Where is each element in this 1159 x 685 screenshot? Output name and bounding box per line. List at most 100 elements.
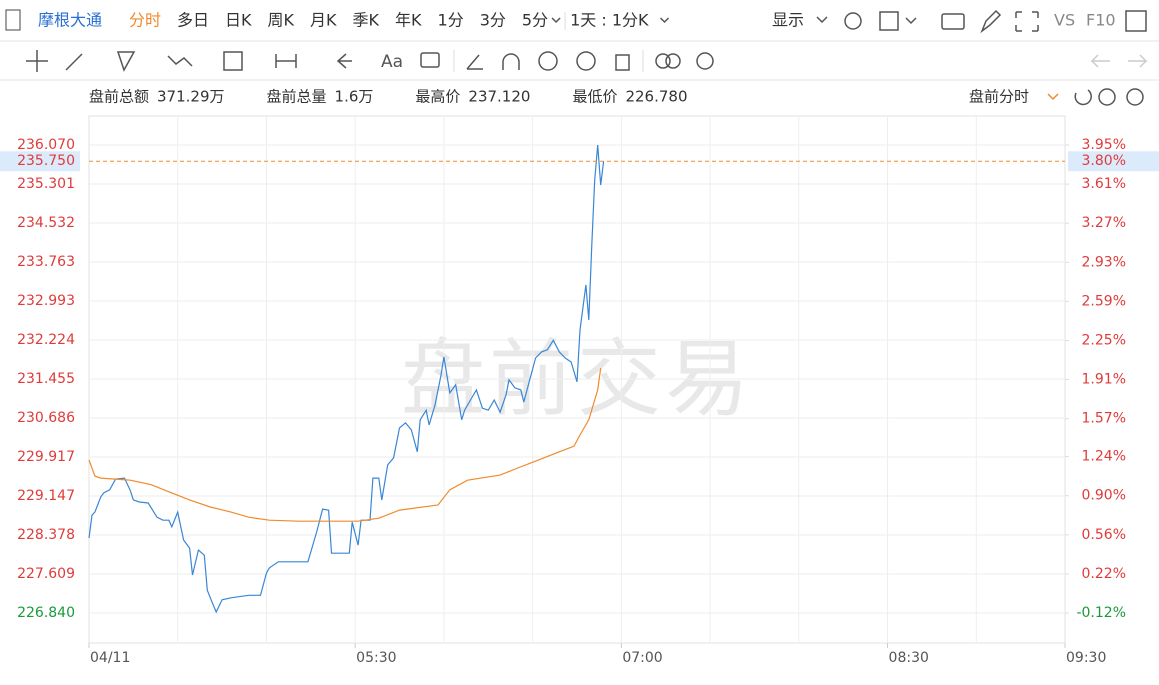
period-tab[interactable]: 周K	[268, 11, 295, 30]
y-tick-label: 227.609	[17, 566, 75, 582]
drawing-tools: Aa	[26, 50, 1148, 72]
mode-menu[interactable]: 盘前分时	[969, 88, 1029, 106]
text-tool[interactable]: Aa	[381, 52, 403, 72]
info-value: 237.120	[468, 88, 530, 106]
y-tick-label: 232.993	[17, 293, 75, 309]
reset-icon[interactable]	[1074, 89, 1092, 106]
y2-tick-label: 2.59%	[1082, 293, 1126, 309]
y2-tick-label: 3.27%	[1082, 215, 1126, 231]
f10-button[interactable]: F10	[1086, 11, 1116, 30]
info-bar: 盘前总额 371.29万 盘前总量 1.6万 最高价 237.120 最低价 226.780	[89, 88, 687, 106]
y2-tick-label: 1.91%	[1082, 372, 1126, 388]
price-line	[88, 144, 605, 614]
y-tick-label: 228.378	[17, 527, 75, 543]
period-tab[interactable]: 1分	[438, 11, 464, 30]
settings-icon[interactable]	[696, 52, 714, 70]
y2-tick-label: 0.56%	[1082, 527, 1126, 543]
period-tab[interactable]: 多日	[177, 11, 209, 30]
y-tick-label: 229.917	[17, 449, 75, 465]
settings-icon[interactable]	[844, 12, 862, 30]
period-tab[interactable]: 1天 : 1分K	[570, 11, 649, 30]
y2-tick-label: 3.61%	[1082, 176, 1126, 192]
wave-tool[interactable]	[167, 55, 193, 67]
shape-tool[interactable]	[116, 51, 136, 72]
display-menu[interactable]: 显示	[772, 11, 804, 30]
info-label: 盘前总量	[267, 88, 327, 106]
period-tab[interactable]: 3分	[480, 11, 506, 30]
y-tick-label: 229.147	[17, 488, 75, 504]
last-price-label: 235.750	[17, 153, 75, 169]
camera-icon[interactable]	[941, 13, 965, 30]
line-tool[interactable]	[65, 53, 83, 71]
x-tick-label: 08:30	[889, 650, 929, 666]
note-tool[interactable]	[420, 52, 440, 68]
plot: 236.070 235.301 234.532 233.763 232.993 232.2…	[0, 116, 1159, 666]
x-tick-label: 09:30	[1066, 650, 1106, 666]
y2-tick-label: 0.90%	[1082, 488, 1126, 504]
compare-icon[interactable]	[665, 53, 681, 69]
period-tab[interactable]: 季K	[353, 11, 380, 30]
last-pct-label: 3.80%	[1082, 153, 1126, 169]
y-tick-label: 235.301	[17, 176, 75, 192]
box-icon[interactable]	[879, 11, 899, 31]
zoom-in[interactable]	[1126, 88, 1144, 106]
y-tick-label: 230.686	[17, 410, 75, 426]
x-tick-label: 05:30	[356, 650, 396, 666]
y2-tick-label: 2.25%	[1082, 332, 1126, 348]
fib-tool[interactable]	[223, 51, 243, 71]
arrow-tool[interactable]	[336, 53, 352, 69]
dropdown-icon[interactable]	[1047, 93, 1059, 101]
dropdown-icon[interactable]	[816, 16, 828, 24]
info-value: 226.780	[625, 88, 687, 106]
last-price-box	[0, 151, 80, 172]
measure-tool[interactable]	[275, 54, 297, 68]
period-tab[interactable]: 日K	[225, 11, 252, 30]
dropdown-icon	[659, 17, 670, 24]
info-label: 最高价	[415, 88, 460, 106]
move-tool[interactable]	[26, 50, 48, 72]
undo[interactable]	[1090, 54, 1110, 68]
y-tick-label: 232.224	[17, 332, 75, 348]
dropdown-icon	[551, 17, 561, 24]
y2-tick-label: 1.57%	[1082, 411, 1126, 427]
y2-tick-label: 2.93%	[1082, 254, 1126, 270]
info-value: 1.6万	[335, 88, 374, 106]
y2-tick-label: 1.24%	[1082, 449, 1126, 465]
y-tick-label: 226.840	[17, 605, 75, 621]
pen-icon[interactable]	[980, 9, 1002, 34]
period-tab[interactable]: 月K	[310, 11, 337, 30]
symbol[interactable]: 摩根大通	[38, 11, 102, 30]
y2-tick-label: 0.22%	[1082, 566, 1126, 582]
zoom-out[interactable]	[1098, 88, 1116, 106]
hide-tool[interactable]	[576, 51, 596, 71]
info-label: 盘前总额	[89, 88, 149, 106]
menu-icon[interactable]	[5, 9, 21, 31]
last-pct-box	[1068, 151, 1159, 172]
x-tick-label: 07:00	[622, 650, 662, 666]
lock-tool[interactable]	[538, 51, 558, 71]
redo[interactable]	[1128, 54, 1148, 68]
info-label: 最低价	[572, 88, 617, 106]
y2-tick-label: 3.95%	[1082, 137, 1126, 153]
period-tab[interactable]: 年K	[395, 11, 422, 30]
period-tab[interactable]: 分时	[129, 11, 161, 30]
y2-tick-label: -0.12%	[1076, 605, 1126, 621]
compare-icon[interactable]	[655, 53, 671, 69]
panel-icon[interactable]	[1125, 10, 1147, 32]
x-tick-label: 04/11	[90, 650, 130, 666]
angle-tool[interactable]	[466, 54, 483, 70]
y-tick-label: 231.455	[17, 371, 75, 387]
info-value: 371.29万	[157, 88, 225, 106]
y-tick-label: 234.532	[17, 215, 75, 231]
delete-tool[interactable]	[615, 54, 630, 71]
y-tick-label: 236.070	[17, 137, 75, 153]
vs-button[interactable]: VS	[1054, 11, 1075, 30]
fullscreen-icon[interactable]	[1015, 11, 1039, 32]
magnet-tool[interactable]	[502, 53, 520, 70]
period-tab[interactable]: 5分	[522, 11, 548, 30]
dropdown-icon[interactable]	[905, 17, 917, 25]
period-tabs: 分时 多日 日K 周K 月K 季K 年K 1分 3分 5分 1天 : 1分K	[129, 11, 670, 30]
price-line	[88, 368, 602, 522]
